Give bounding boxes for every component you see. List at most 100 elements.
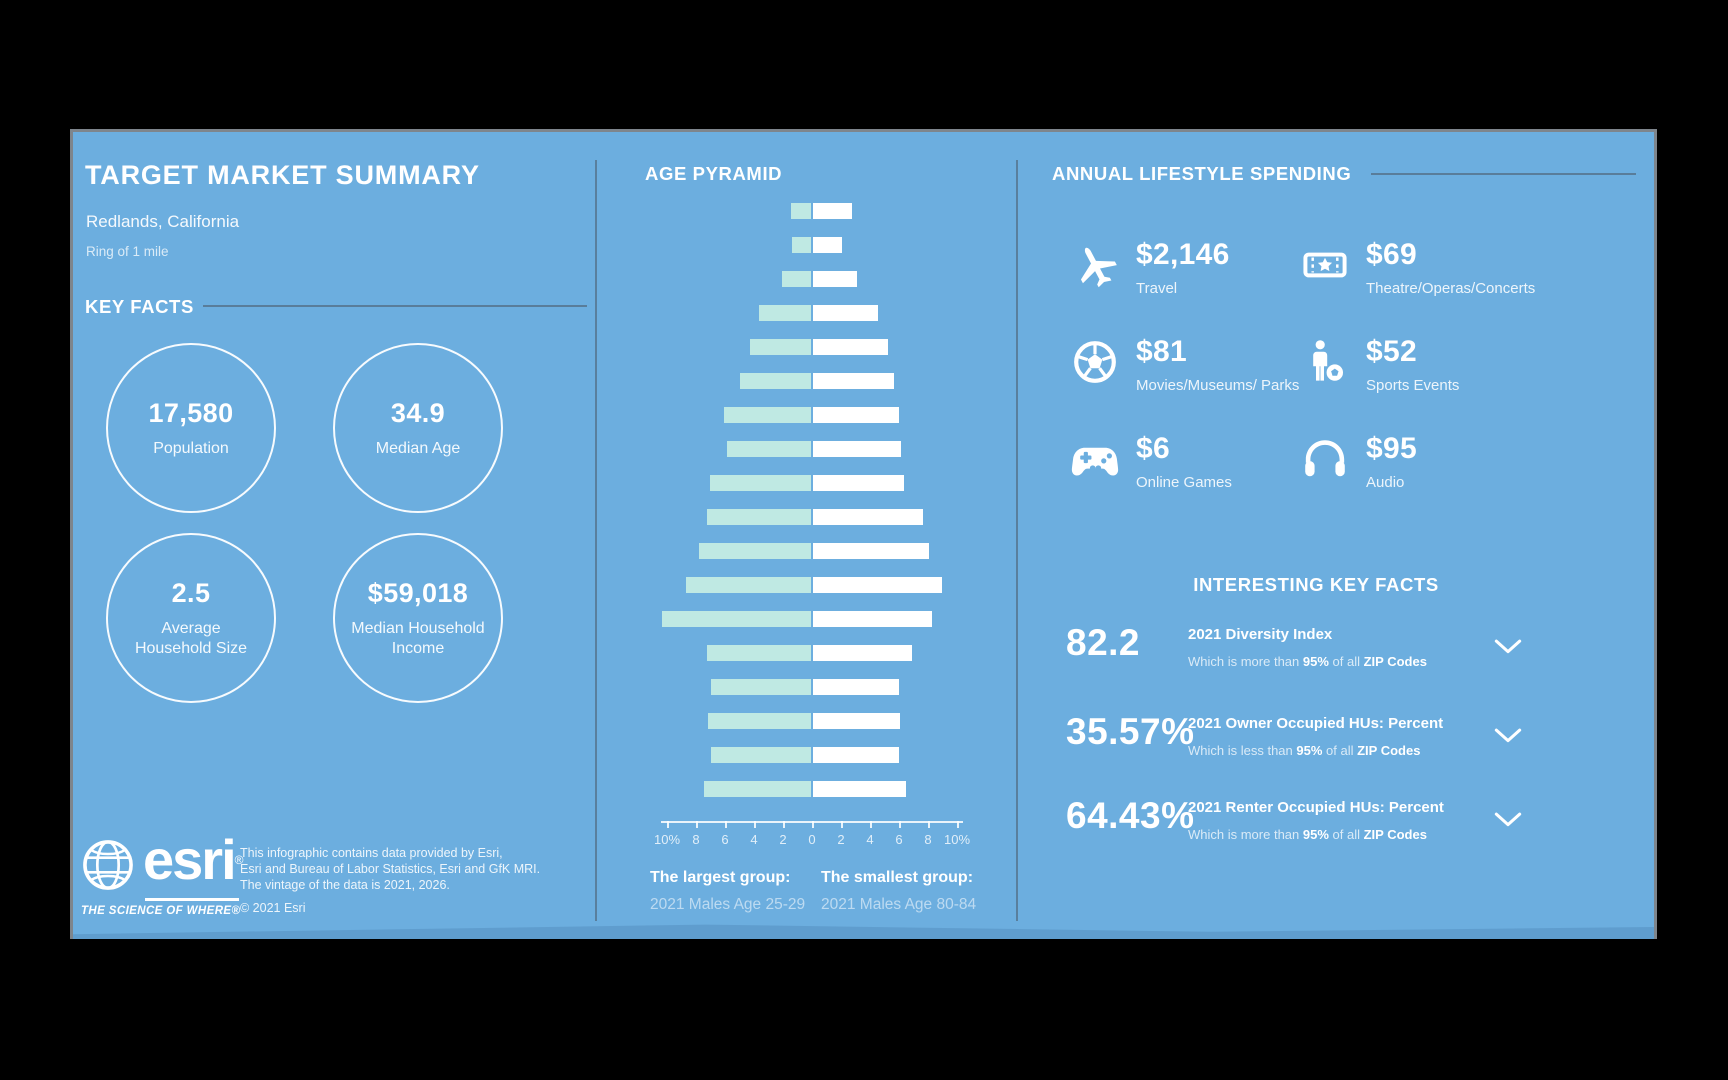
sports-icon: [1298, 335, 1352, 389]
lifestyle-spending-rule: [1371, 173, 1636, 175]
sports-value: $52: [1366, 335, 1417, 368]
female-bar: [813, 305, 879, 321]
key-facts-heading: KEY FACTS: [85, 296, 194, 317]
esri-underline: [145, 898, 239, 901]
axis-tick: [928, 821, 930, 828]
chevron-down-icon[interactable]: [1494, 811, 1522, 829]
disclaimer-line: The vintage of the data is 2021, 2026.: [240, 878, 450, 892]
male-bar: [706, 645, 811, 661]
female-bar: [813, 781, 906, 797]
smallest-group-label: The smallest group:: [821, 869, 974, 886]
interesting-key-facts-heading: INTERESTING KEY FACTS: [1193, 574, 1439, 595]
male-bar: [699, 543, 811, 559]
ticket-icon: [1298, 238, 1352, 292]
female-bar: [813, 679, 899, 695]
owner-occupied-subtitle: Which is less than 95% of all ZIP Codes: [1188, 743, 1421, 758]
theatre-value: $69: [1366, 238, 1417, 271]
male-bar: [706, 509, 811, 525]
axis-tick-label: 8: [692, 832, 700, 847]
male-bar: [686, 577, 811, 593]
chevron-down-icon[interactable]: [1494, 727, 1522, 745]
female-bar: [813, 577, 943, 593]
stat-circle-household-size: 2.5 Average Household Size: [106, 533, 276, 703]
travel-value: $2,146: [1136, 238, 1230, 271]
diversity-index-subtitle: Which is more than 95% of all ZIP Codes: [1188, 654, 1427, 669]
population-value: 17,580: [148, 397, 234, 428]
renter-occupied-subtitle: Which is more than 95% of all ZIP Codes: [1188, 827, 1427, 842]
page-title: TARGET MARKET SUMMARY: [85, 160, 480, 190]
chevron-down-icon[interactable]: [1494, 638, 1522, 656]
movies-label: Movies/Museums/ Parks: [1136, 377, 1300, 394]
data-disclaimer: This infographic contains data provided …: [240, 845, 540, 916]
spending-item-games: $6 Online Games: [1068, 432, 1232, 491]
axis-tick: [899, 821, 901, 828]
male-bar: [710, 747, 811, 763]
largest-group-value: 2021 Males Age 25-29: [650, 896, 806, 913]
axis-tick: [667, 821, 669, 828]
female-bar: [813, 509, 924, 525]
lifestyle-spending-panel: ANNUAL LIFESTYLE SPENDING $2,146 Travel: [1016, 132, 1660, 939]
esri-globe-icon: [81, 838, 135, 892]
axis-tick-label: 6: [895, 832, 903, 847]
female-bar: [813, 237, 842, 253]
female-bar: [813, 713, 900, 729]
stat-circle-median-age: 34.9 Median Age: [333, 343, 503, 513]
smallest-group-value: 2021 Males Age 80-84: [821, 896, 977, 913]
male-bar: [708, 713, 811, 729]
stat-circle-median-income: $59,018 Median Household Income: [333, 533, 503, 703]
female-bar: [813, 373, 895, 389]
diversity-index-value: 82.2: [1066, 622, 1141, 663]
largest-group-label: The largest group:: [650, 869, 791, 886]
female-bar: [813, 645, 912, 661]
sports-label: Sports Events: [1366, 377, 1460, 394]
location-label: Redlands, California: [86, 212, 240, 231]
esri-logo: esri® THE SCIENCE OF WHERE®: [81, 832, 243, 917]
headphones-icon: [1298, 432, 1352, 486]
movies-value: $81: [1136, 335, 1187, 368]
axis-tick: [754, 821, 756, 828]
travel-label: Travel: [1136, 280, 1178, 297]
diversity-index-title: 2021 Diversity Index: [1188, 626, 1333, 643]
panel-divider-right: [1016, 160, 1018, 921]
male-bar: [709, 475, 811, 491]
target-market-summary-panel: TARGET MARKET SUMMARY Redlands, Californ…: [73, 132, 595, 939]
lifestyle-spending-heading: ANNUAL LIFESTYLE SPENDING: [1052, 163, 1352, 184]
male-bar: [710, 679, 811, 695]
female-bar: [813, 271, 857, 287]
household-size-value: 2.5: [171, 578, 211, 609]
axis-tick-label: 2: [837, 832, 845, 847]
axis-tick-label: 10%: [653, 832, 681, 847]
axis-tick-label: 10%: [943, 832, 971, 847]
male-bar: [726, 441, 811, 457]
male-bar: [782, 271, 811, 287]
axis-tick-label: 0: [808, 832, 816, 847]
female-bar: [813, 747, 899, 763]
male-bar: [758, 305, 811, 321]
movies-icon: [1068, 335, 1122, 389]
female-bar: [813, 339, 889, 355]
axis-tick-label: 6: [721, 832, 729, 847]
median-income-value: $59,018: [367, 578, 469, 609]
spending-item-audio: $95 Audio: [1298, 432, 1417, 491]
male-bar: [790, 203, 811, 219]
male-bar: [739, 373, 811, 389]
axis-tick: [957, 821, 959, 828]
esri-tagline: THE SCIENCE OF WHERE®: [81, 904, 241, 917]
renter-occupied-title: 2021 Renter Occupied HUs: Percent: [1188, 799, 1444, 816]
renter-occupied-value: 64.43%: [1066, 795, 1195, 836]
fact-row-renter-occupied: 64.43% 2021 Renter Occupied HUs: Percent…: [1066, 791, 1630, 863]
games-label: Online Games: [1136, 474, 1232, 491]
spending-item-sports: $52 Sports Events: [1298, 335, 1459, 394]
male-bar: [792, 237, 811, 253]
gamepad-icon: [1068, 432, 1122, 486]
disclaimer-line: Esri and Bureau of Labor Statistics, Esr…: [240, 862, 541, 876]
fact-row-owner-occupied: 35.57% 2021 Owner Occupied HUs: Percent …: [1066, 707, 1630, 779]
theatre-label: Theatre/Operas/Concerts: [1366, 280, 1536, 297]
median-age-value: 34.9: [390, 397, 446, 428]
axis-tick: [812, 821, 814, 828]
axis-tick-label: 4: [750, 832, 758, 847]
age-pyramid-panel: AGE PYRAMID 10% 8 6 4 2 0 2 4 6 8 10% The largest …: [595, 132, 1016, 939]
axis-tick: [725, 821, 727, 828]
fact-row-diversity: 82.2 2021 Diversity Index Which is more …: [1066, 618, 1630, 690]
